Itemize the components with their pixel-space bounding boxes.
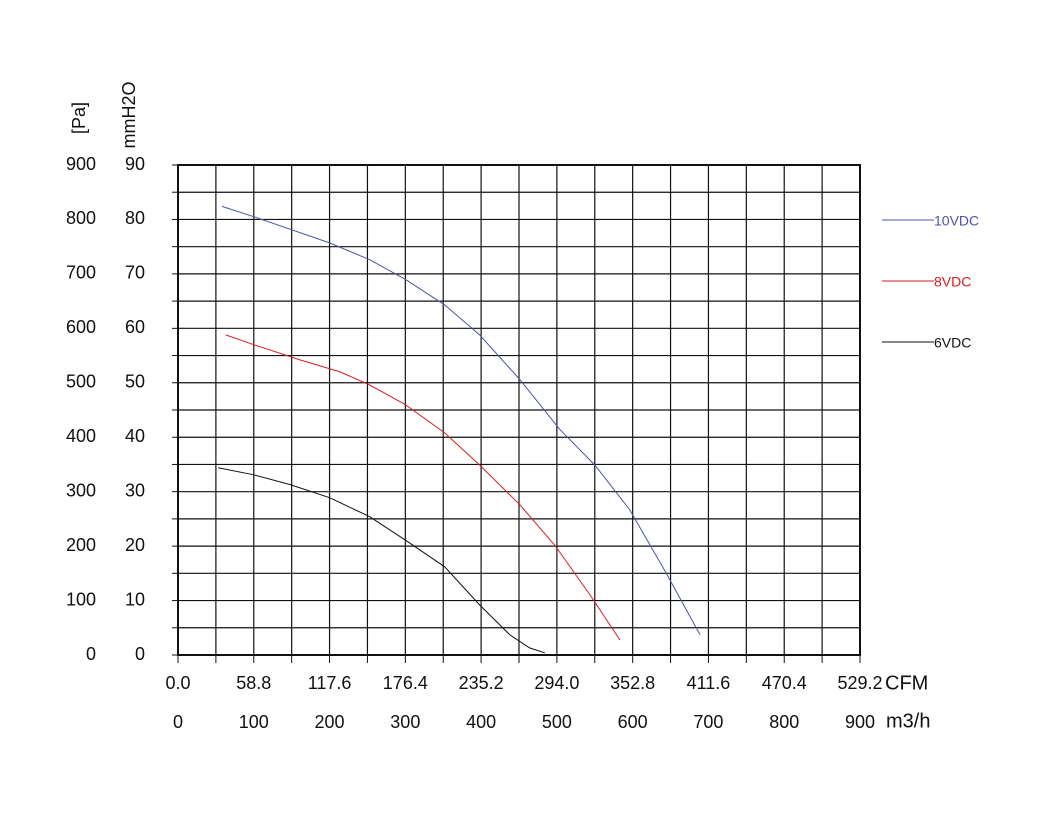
x-tick-label: 0 — [173, 712, 183, 732]
y2-tick-label: 500 — [66, 372, 96, 392]
y-tick-label: 40 — [125, 426, 145, 446]
legend-label: 8VDC — [934, 274, 971, 290]
x2-tick-label: 117.6 — [308, 673, 352, 693]
y-tick-label: 0 — [135, 644, 145, 664]
x-tick-label: 200 — [315, 712, 345, 732]
x2-tick-label: 294.0 — [534, 673, 579, 693]
y-tick-label: 10 — [125, 589, 145, 609]
y2-tick-label: 300 — [66, 480, 96, 500]
x-tick-label: 900 — [845, 712, 875, 732]
y2-tick-label: 100 — [66, 589, 96, 609]
x2-tick-label: 352.8 — [610, 673, 655, 693]
y2-tick-label: 900 — [66, 154, 96, 174]
y-tick-label: 80 — [125, 208, 145, 228]
x2-axis-label: CFM — [885, 672, 928, 694]
x2-tick-label: 0.0 — [165, 673, 190, 693]
y2-tick-label: 200 — [66, 535, 96, 555]
x2-tick-label: 470.4 — [762, 673, 807, 693]
x2-tick-label: 235.2 — [459, 673, 504, 693]
y-axis-label: mmH2O — [119, 82, 139, 149]
y2-tick-label: 600 — [66, 317, 96, 337]
series-line — [221, 205, 701, 636]
x2-tick-label: 529.2 — [837, 673, 882, 693]
x2-tick-label: 176.4 — [383, 673, 428, 693]
y-tick-label: 90 — [125, 154, 145, 174]
y-tick-label: 20 — [125, 535, 145, 555]
x-tick-label: 600 — [618, 712, 648, 732]
y2-axis-label: [Pa] — [69, 102, 89, 134]
y2-tick-label: 400 — [66, 426, 96, 446]
y2-tick-label: 800 — [66, 208, 96, 228]
x-axis-label: m3/h — [886, 710, 930, 732]
y-tick-label: 30 — [125, 480, 145, 500]
x-tick-label: 800 — [769, 712, 799, 732]
x-tick-label: 100 — [239, 712, 269, 732]
y-tick-label: 70 — [125, 263, 145, 283]
y2-tick-label: 0 — [86, 644, 96, 664]
x-tick-label: 400 — [466, 712, 496, 732]
y-tick-label: 50 — [125, 372, 145, 392]
series-line — [218, 467, 545, 654]
x2-tick-label: 58.8 — [236, 673, 271, 693]
legend-label: 10VDC — [934, 213, 979, 229]
series-line — [225, 334, 621, 641]
x-tick-label: 300 — [390, 712, 420, 732]
plot-frame — [177, 164, 861, 656]
legend-label: 6VDC — [934, 335, 971, 351]
x-tick-label: 500 — [542, 712, 572, 732]
x-tick-label: 700 — [693, 712, 723, 732]
y-tick-label: 60 — [125, 317, 145, 337]
x2-tick-label: 411.6 — [687, 673, 731, 693]
y2-tick-label: 700 — [66, 263, 96, 283]
